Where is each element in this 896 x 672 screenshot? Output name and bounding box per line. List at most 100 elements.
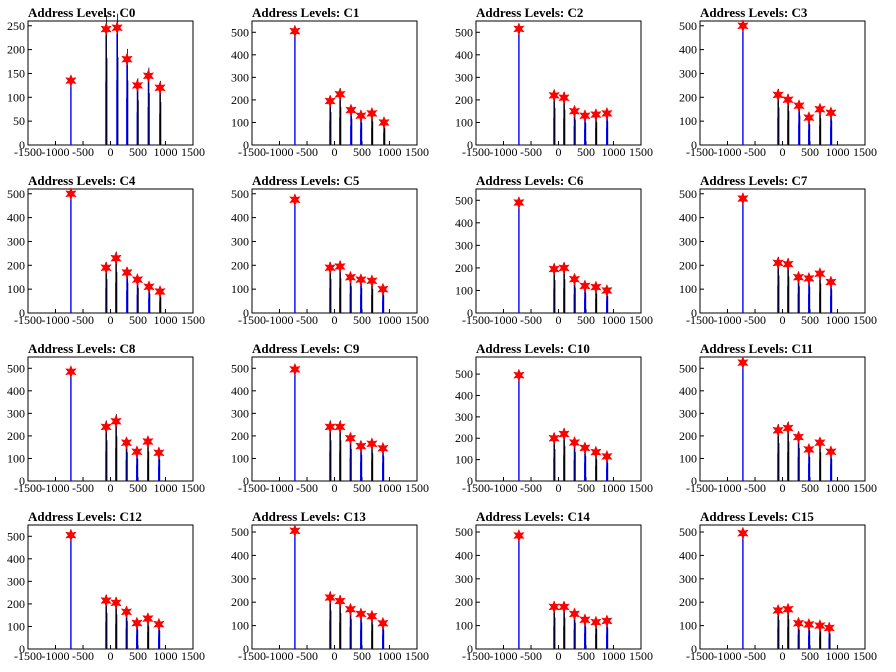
- peak-marker: [355, 272, 367, 287]
- y-tick-label: 300: [231, 406, 249, 420]
- x-tick-label: 0: [332, 313, 338, 327]
- peak-marker: [772, 88, 784, 102]
- y-tick-label: 500: [679, 361, 697, 375]
- peak-marker: [825, 106, 837, 120]
- y-tick-label: 300: [7, 406, 25, 420]
- panel-c7: Address Levels: C70100200300400500-1500-…: [679, 173, 877, 327]
- x-tick-label: -500: [520, 145, 542, 159]
- peak-marker: [548, 262, 560, 276]
- x-tick-label: -1000: [714, 145, 742, 159]
- peak-marker: [513, 368, 525, 382]
- x-tick-label: 500: [129, 313, 147, 327]
- x-tick-label: -500: [744, 481, 766, 495]
- x-tick-label: 500: [801, 145, 819, 159]
- peak-marker: [121, 265, 133, 280]
- peak-marker: [344, 431, 357, 445]
- y-tick-label: 500: [7, 361, 25, 375]
- x-tick-label: 0: [332, 145, 338, 159]
- peak-marker: [355, 109, 367, 123]
- panel-c9: Address Levels: C90100200300400500-1500-…: [231, 341, 429, 495]
- peak-marker: [590, 280, 602, 294]
- y-tick-label: 400: [455, 548, 473, 562]
- panel-c11: Address Levels: C11 0 100 200 300 400 500 -1500…: [679, 341, 877, 495]
- peak-marker: [825, 445, 837, 459]
- plot-frame: [699, 356, 866, 482]
- peak-marker: [579, 613, 591, 627]
- panel-title: Address Levels: C13: [252, 509, 366, 524]
- x-tick-label: -1000: [266, 313, 294, 327]
- y-tick-label: 400: [231, 548, 249, 562]
- y-tick-label: 300: [679, 66, 697, 80]
- x-tick-label: 0: [108, 145, 114, 159]
- y-tick-label: 100: [679, 282, 697, 296]
- y-tick-label: 0: [19, 138, 25, 152]
- peak-marker: [65, 528, 77, 542]
- x-tick-label: -1500: [238, 649, 266, 663]
- x-tick-label: -1000: [42, 481, 70, 495]
- panel-c2: Address Levels: C20100200300400500-1500-…: [455, 5, 653, 159]
- peak-marker: [601, 106, 613, 121]
- y-tick-label: 500: [679, 187, 697, 201]
- peak-marker: [289, 24, 301, 38]
- x-tick-label: -1500: [686, 313, 714, 327]
- y-tick-label: 300: [679, 234, 697, 248]
- panel-c1: Address Levels: C10100200300400500-1500-…: [231, 5, 429, 159]
- plot-frame: [251, 524, 418, 650]
- x-tick-label: 500: [577, 649, 595, 663]
- x-tick-label: 500: [129, 145, 147, 159]
- peak-marker: [110, 414, 122, 428]
- y-tick-label: 0: [467, 642, 473, 656]
- y-tick-label: 0: [467, 138, 473, 152]
- x-tick-label: 1000: [154, 313, 178, 327]
- plot-frame: [251, 356, 418, 482]
- x-tick-label: -500: [520, 313, 542, 327]
- y-tick-label: 400: [455, 48, 473, 62]
- x-tick-label: 1000: [154, 649, 178, 663]
- plot-frame: [27, 356, 194, 482]
- y-tick-label: 300: [455, 410, 473, 424]
- x-tick-label: 1500: [405, 313, 429, 327]
- peak-marker: [142, 69, 155, 83]
- x-tick-label: 0: [108, 313, 114, 327]
- plot-frame: [27, 20, 194, 146]
- x-tick-label: 500: [577, 481, 595, 495]
- x-tick-label: 1000: [154, 481, 178, 495]
- x-tick-label: -1500: [14, 481, 42, 495]
- x-tick-label: 1000: [602, 481, 626, 495]
- peak-marker: [366, 437, 378, 451]
- x-tick-label: -500: [520, 481, 542, 495]
- x-tick-label: -1500: [238, 481, 266, 495]
- peak-marker: [590, 615, 602, 629]
- panel-c13: Address Levels: C13 0 100 200 300 400 500 -1500…: [231, 509, 429, 663]
- peak-marker: [366, 106, 378, 121]
- peak-marker: [345, 103, 357, 117]
- panel-c12: Address Levels: C12 0 100 200 300 400 500 -1500…: [7, 509, 205, 663]
- y-tick-label: 0: [691, 306, 697, 320]
- x-tick-label: 500: [801, 313, 819, 327]
- x-tick-label: 1500: [853, 649, 877, 663]
- y-tick-label: 300: [455, 572, 473, 586]
- x-tick-label: -1000: [42, 313, 70, 327]
- panel-title: Address Levels: C4: [28, 173, 136, 188]
- y-tick-label: 500: [231, 525, 249, 539]
- x-tick-label: -500: [72, 649, 94, 663]
- x-tick-label: 500: [129, 481, 147, 495]
- x-tick-label: 1000: [154, 145, 178, 159]
- peak-marker: [782, 602, 794, 616]
- peak-marker: [65, 365, 77, 379]
- x-tick-label: -1000: [490, 481, 518, 495]
- y-tick-label: 100: [455, 283, 473, 297]
- peak-marker: [377, 441, 389, 455]
- peak-marker: [803, 110, 815, 125]
- y-tick-label: 400: [679, 211, 697, 225]
- peak-marker: [803, 442, 815, 457]
- x-tick-label: -500: [296, 481, 318, 495]
- peak-marker: [558, 600, 570, 614]
- peak-marker: [324, 261, 336, 275]
- peak-marker: [324, 420, 336, 434]
- peak-marker: [814, 102, 826, 116]
- y-tick-label: 0: [19, 306, 25, 320]
- x-tick-label: -500: [744, 145, 766, 159]
- x-tick-label: -1500: [238, 313, 266, 327]
- x-tick-label: -1500: [462, 313, 490, 327]
